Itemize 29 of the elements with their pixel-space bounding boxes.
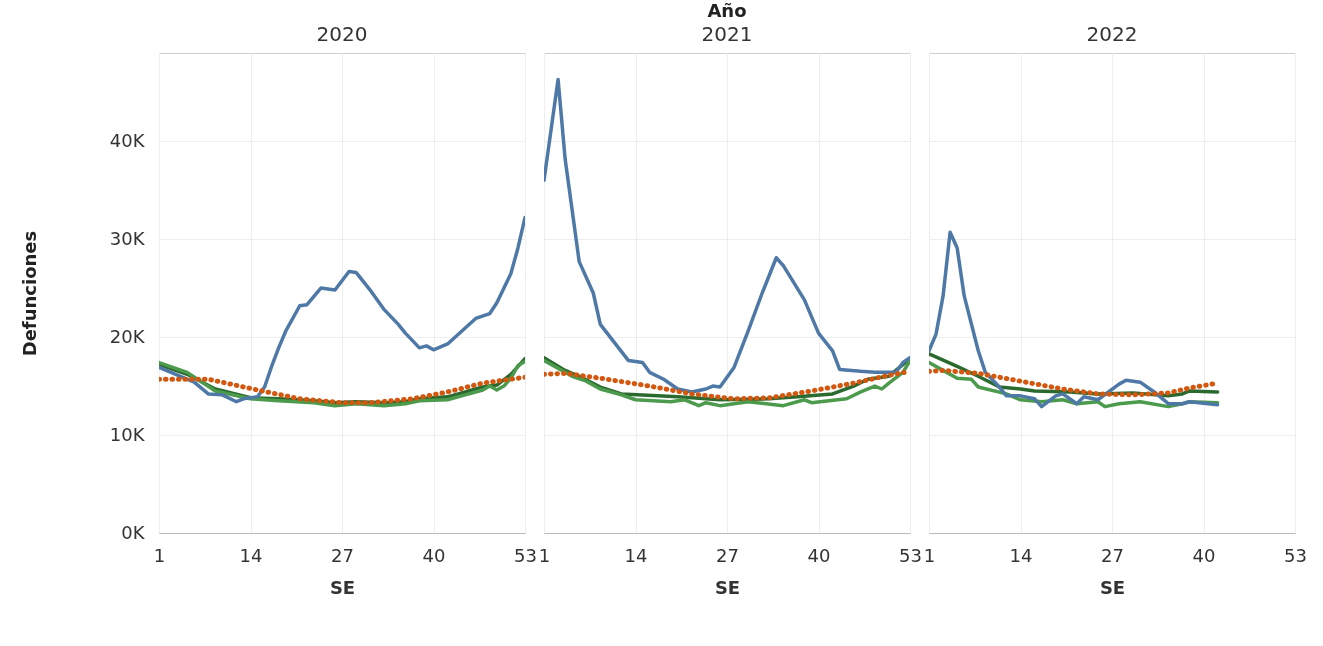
x-tick-label: 40 bbox=[1192, 544, 1216, 566]
x-tick-label: 53 bbox=[514, 544, 537, 566]
y-tick-label: 40K bbox=[109, 129, 146, 151]
line-series bbox=[159, 215, 525, 404]
x-tick-label: 40 bbox=[807, 544, 831, 566]
x-tick-label: 1 bbox=[923, 544, 936, 566]
x-tick-label: 53 bbox=[1284, 544, 1307, 566]
y-axis-title: Defunciones bbox=[18, 230, 40, 357]
x-tick-label: 14 bbox=[1009, 544, 1033, 566]
chart-title: 2020 bbox=[316, 22, 368, 46]
y-tick-label: 20K bbox=[109, 325, 146, 347]
y-tick-label: 0K bbox=[121, 521, 146, 543]
x-tick-label: 27 bbox=[1101, 544, 1124, 566]
x-tick-label: 14 bbox=[624, 544, 648, 566]
x-tick-label: 40 bbox=[422, 544, 446, 566]
x-tick-label: 14 bbox=[239, 544, 263, 566]
x-axis-title: SE bbox=[329, 576, 356, 598]
text: Año bbox=[707, 0, 747, 21]
x-axis-title: SE bbox=[1099, 576, 1126, 598]
chart-title: 2022 bbox=[1086, 22, 1138, 46]
x-axis-title: SE bbox=[714, 576, 741, 598]
x-tick-label: 1 bbox=[538, 544, 551, 566]
y-tick-label: 10K bbox=[109, 423, 146, 445]
chart-title: 2021 bbox=[701, 22, 753, 46]
x-tick-label: 27 bbox=[716, 544, 739, 566]
y-tick-label: 30K bbox=[109, 227, 146, 249]
x-tick-label: 1 bbox=[153, 544, 166, 566]
x-tick-label: 53 bbox=[899, 544, 922, 566]
x-tick-label: 27 bbox=[331, 544, 354, 566]
